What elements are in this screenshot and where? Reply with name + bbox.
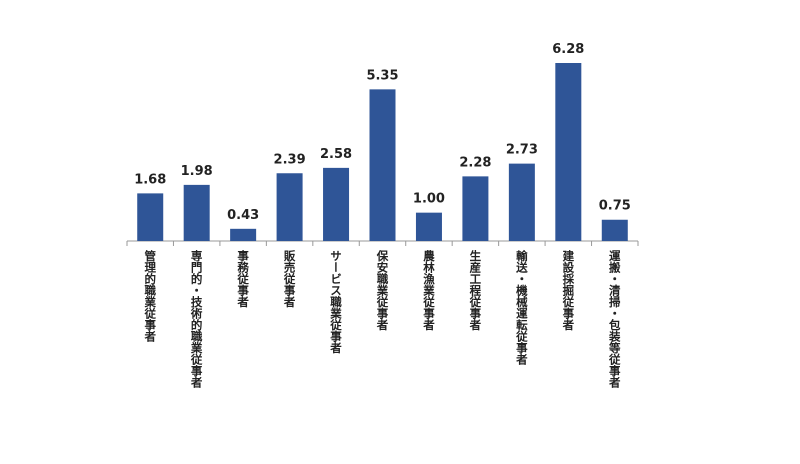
bar: [230, 228, 257, 241]
value-label: 0.43: [227, 208, 259, 223]
value-label: 1.98: [181, 164, 213, 179]
value-label: 1.68: [134, 172, 166, 187]
bar: [462, 176, 489, 241]
bar: [276, 173, 303, 241]
x-tick-label: サービス職業従事者: [329, 250, 343, 354]
value-label: 5.35: [366, 68, 398, 83]
bar: [508, 163, 535, 241]
bar: [183, 184, 210, 241]
value-label: 1.00: [413, 192, 445, 207]
value-label: 2.39: [274, 152, 306, 167]
bar: [555, 63, 582, 241]
x-tick-label: 輸送・機械運転従事者: [515, 249, 529, 366]
x-tick-label: 販売従事者: [283, 249, 297, 308]
x-tick-label: 事務従事者: [236, 249, 250, 308]
bar: [369, 89, 396, 242]
value-label: 2.58: [320, 147, 352, 162]
x-tick-label: 建設採掘従事者: [561, 249, 575, 331]
x-tick-label: 農林漁業従事者: [422, 249, 436, 331]
value-label: 2.28: [459, 155, 491, 170]
x-tick-label: 生産工程従事者: [468, 249, 482, 331]
value-label: 0.75: [599, 199, 631, 214]
x-tick-label: 管理的職業従事者: [143, 249, 157, 343]
x-tick-label: 専門的・技術的職業従事者: [190, 249, 204, 389]
value-label: 6.28: [552, 42, 584, 57]
value-label: 2.73: [506, 143, 538, 158]
bar: [323, 167, 350, 241]
bar: [601, 219, 628, 241]
bar: [137, 193, 164, 241]
x-tick-label: 運搬・清掃・包装等従事者: [608, 250, 622, 389]
x-tick-label: 保安職業従事者: [376, 249, 390, 331]
bar: [415, 212, 442, 241]
